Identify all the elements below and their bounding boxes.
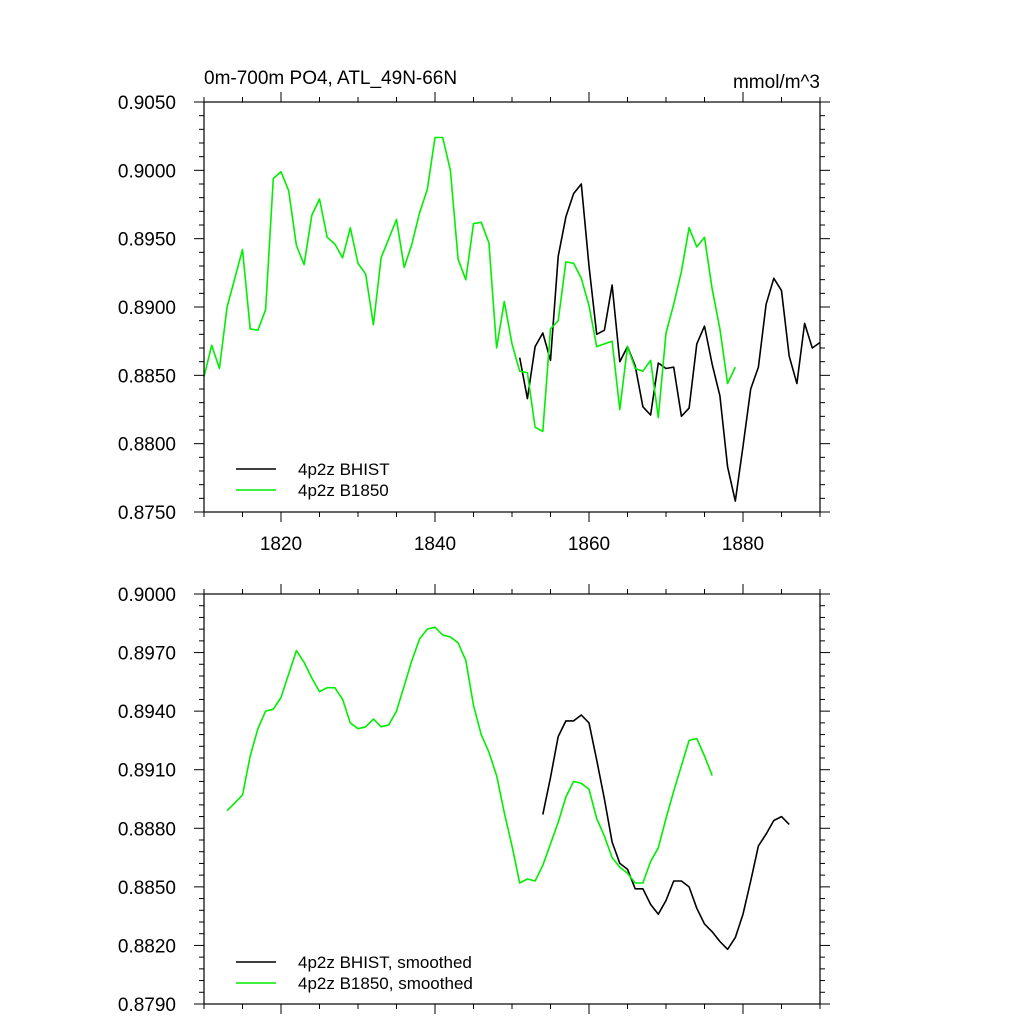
x-tick-label: 1820: [260, 534, 302, 555]
y-tick-label: 0.8750: [118, 503, 176, 524]
bottom-panel-series: [226, 626, 790, 951]
y-tick-label: 0.8820: [118, 936, 176, 957]
bottom-panel-frame: [203, 593, 821, 1005]
legend-label-bhist-smoothed: 4p2z BHIST, smoothed: [298, 953, 472, 972]
series-line-4p2z-b1850-smoothed: [226, 626, 713, 884]
y-tick-label: 0.8900: [118, 298, 176, 319]
y-tick-label: 0.9050: [118, 93, 176, 114]
legend-label-b1850-smoothed: 4p2z B1850, smoothed: [298, 974, 473, 993]
y-tick-label: 0.8790: [118, 995, 176, 1016]
top-panel-tick-labels: 1820 1840 1860 1880 0.8750 0.8800 0.8850 0.8900…: [118, 93, 764, 555]
y-tick-label: 0.8850: [118, 878, 176, 899]
bottom-panel-ticks: [194, 584, 830, 1014]
y-tick-label: 0.8910: [118, 761, 176, 782]
x-tick-label: 1860: [568, 534, 610, 555]
bottom-panel-legend: 4p2z BHIST, smoothed 4p2z B1850, smoothe…: [236, 953, 473, 993]
top-panel-frame: [203, 101, 821, 513]
top-panel-ticks: [194, 92, 830, 522]
legend-label-b1850: 4p2z B1850: [298, 481, 389, 500]
y-tick-label: 0.9000: [118, 161, 176, 182]
y-tick-label: 0.8880: [118, 819, 176, 840]
top-panel-units: mmol/m^3: [733, 72, 820, 93]
top-panel-series: [203, 136, 821, 502]
series-line-4p2z-bhist-smoothed: [542, 714, 790, 951]
x-tick-label: 1880: [722, 534, 764, 555]
top-panel-legend: 4p2z BHIST 4p2z B1850: [236, 460, 390, 500]
y-tick-label: 0.8850: [118, 366, 176, 387]
y-tick-label: 0.9000: [118, 585, 176, 606]
series-line-4p2z-b1850: [203, 136, 737, 433]
legend-label-bhist: 4p2z BHIST: [298, 460, 390, 479]
bottom-panel-tick-labels: 0.8790 0.8820 0.8850 0.8880 0.8910 0.8940 0.89…: [118, 585, 176, 1016]
series-line-4p2z-bhist: [518, 183, 821, 502]
x-tick-label: 1840: [414, 534, 456, 555]
top-panel: 0m-700m PO4, ATL_49N-66N mmol/m^3 1820 18…: [118, 68, 830, 555]
y-tick-label: 0.8950: [118, 230, 176, 251]
y-tick-label: 0.8940: [118, 702, 176, 723]
y-tick-label: 0.8800: [118, 435, 176, 456]
top-panel-title: 0m-700m PO4, ATL_49N-66N: [204, 68, 457, 89]
bottom-panel: 0.8790 0.8820 0.8850 0.8880 0.8910 0.8940 0.89…: [118, 584, 830, 1016]
y-tick-label: 0.8970: [118, 644, 176, 665]
